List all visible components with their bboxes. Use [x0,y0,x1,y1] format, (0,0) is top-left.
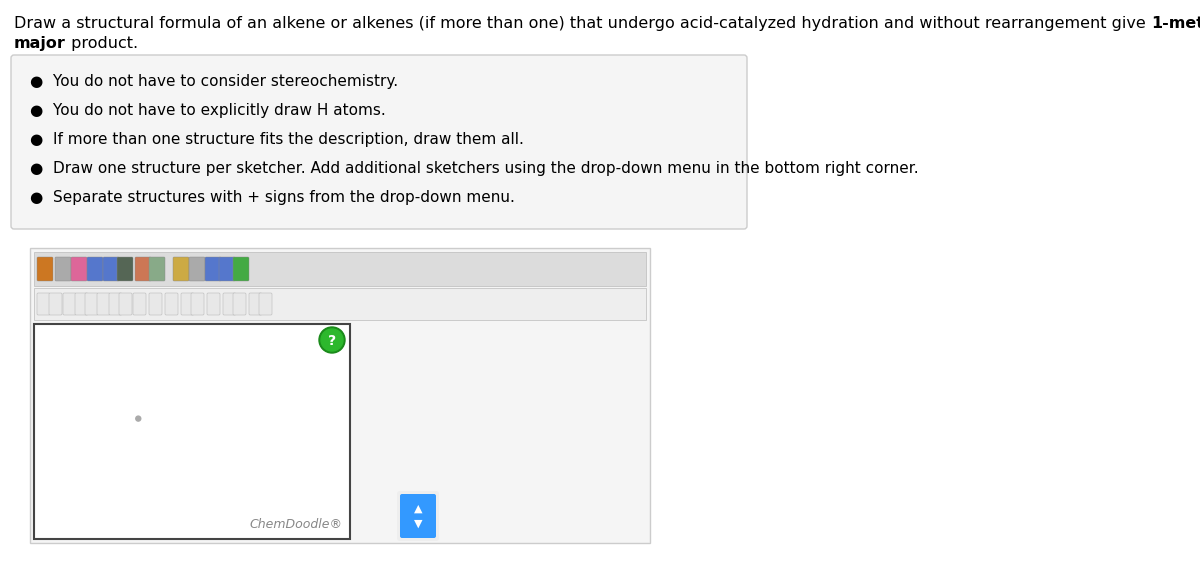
FancyBboxPatch shape [118,257,133,281]
FancyBboxPatch shape [134,257,151,281]
Circle shape [319,327,346,353]
Bar [30,248,650,543]
FancyBboxPatch shape [205,257,221,281]
FancyBboxPatch shape [166,293,178,315]
FancyBboxPatch shape [64,293,76,315]
FancyBboxPatch shape [11,55,746,229]
FancyBboxPatch shape [49,293,62,315]
FancyBboxPatch shape [37,293,50,315]
FancyBboxPatch shape [397,491,439,541]
Text: ●  Separate structures with + signs from the drop-down menu.: ● Separate structures with + signs from … [30,190,515,205]
Circle shape [322,329,343,351]
Text: ●  You do not have to consider stereochemistry.: ● You do not have to consider stereochem… [30,74,398,89]
FancyBboxPatch shape [173,257,190,281]
FancyBboxPatch shape [223,293,236,315]
FancyBboxPatch shape [109,293,122,315]
FancyBboxPatch shape [233,293,246,315]
Text: ?: ? [328,334,336,348]
Text: ●  You do not have to explicitly draw H atoms.: ● You do not have to explicitly draw H a… [30,103,385,118]
Text: ChemDoodle®: ChemDoodle® [250,518,342,531]
FancyBboxPatch shape [149,257,166,281]
Text: 1-methylcyclohexanol: 1-methylcyclohexanol [1151,16,1200,31]
Bar [34,252,646,286]
FancyBboxPatch shape [220,257,235,281]
Text: ▲: ▲ [414,503,422,513]
Text: Draw a structural formula of an alkene or alkenes (if more than one) that underg: Draw a structural formula of an alkene o… [14,16,1151,31]
FancyBboxPatch shape [233,257,250,281]
FancyBboxPatch shape [191,293,204,315]
FancyBboxPatch shape [259,293,272,315]
FancyBboxPatch shape [119,293,132,315]
FancyBboxPatch shape [88,257,103,281]
FancyBboxPatch shape [85,293,98,315]
Text: product.: product. [66,36,138,51]
FancyBboxPatch shape [55,257,71,281]
FancyBboxPatch shape [250,293,262,315]
Bar [34,324,350,539]
Circle shape [136,416,140,421]
FancyBboxPatch shape [37,257,53,281]
Text: ●  Draw one structure per sketcher. Add additional sketchers using the drop-down: ● Draw one structure per sketcher. Add a… [30,161,919,176]
FancyBboxPatch shape [149,293,162,315]
Text: ▼: ▼ [414,519,422,528]
FancyBboxPatch shape [97,293,110,315]
FancyBboxPatch shape [103,257,119,281]
FancyBboxPatch shape [400,494,436,538]
FancyBboxPatch shape [74,293,88,315]
Text: ●  If more than one structure fits the description, draw them all.: ● If more than one structure fits the de… [30,132,524,147]
FancyBboxPatch shape [71,257,88,281]
Text: major: major [14,36,66,51]
FancyBboxPatch shape [181,293,194,315]
Bar [34,288,646,320]
FancyBboxPatch shape [208,293,220,315]
FancyBboxPatch shape [133,293,146,315]
FancyBboxPatch shape [190,257,205,281]
